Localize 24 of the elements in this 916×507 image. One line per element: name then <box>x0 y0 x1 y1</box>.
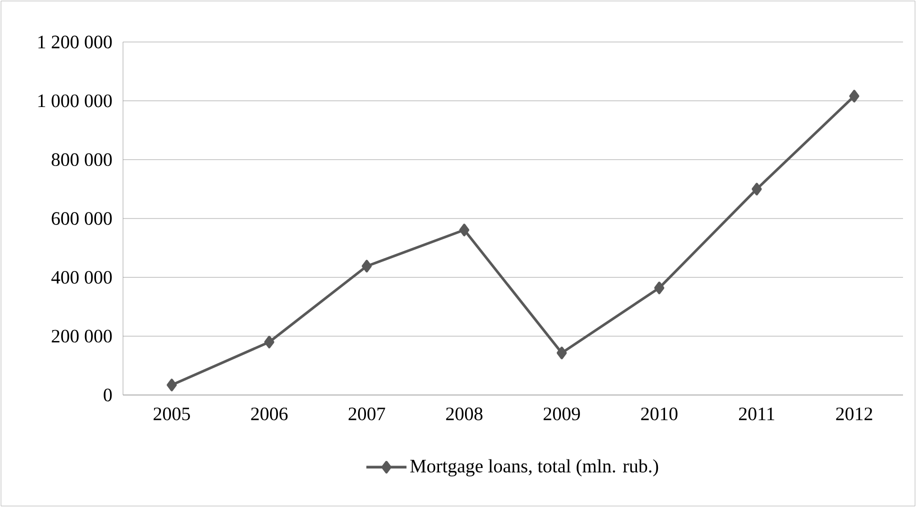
x-tick-label: 2009 <box>544 408 580 420</box>
point <box>556 346 567 360</box>
y-tick-label: 400 000 <box>51 270 112 284</box>
point <box>459 224 470 236</box>
x-tick-label: 2012 <box>836 408 872 420</box>
y-tick-label: 0 <box>104 388 112 402</box>
point <box>654 282 664 294</box>
x-tick-label: 2006 <box>251 408 288 420</box>
legend-label: Mortgage loans, total (mln. rub.) <box>410 459 658 476</box>
point <box>264 336 274 348</box>
point <box>849 90 860 102</box>
x-tick-label: 2008 <box>446 408 482 420</box>
y-tick-label: 800 000 <box>52 153 112 166</box>
x-tick-label: 2011 <box>739 408 774 420</box>
y-tick-label: 600 000 <box>52 212 112 225</box>
y-tick-label: 1 000 000 <box>38 94 112 108</box>
x-tick-label: 2010 <box>641 408 678 420</box>
x-tick-label: 2005 <box>154 408 190 420</box>
point <box>752 182 762 196</box>
x-tick-label: 2007 <box>348 408 386 420</box>
point <box>362 260 372 272</box>
y-tick-label: 200 000 <box>52 330 112 343</box>
y-tick-label: 1 200 000 <box>38 36 112 48</box>
point <box>166 378 177 392</box>
